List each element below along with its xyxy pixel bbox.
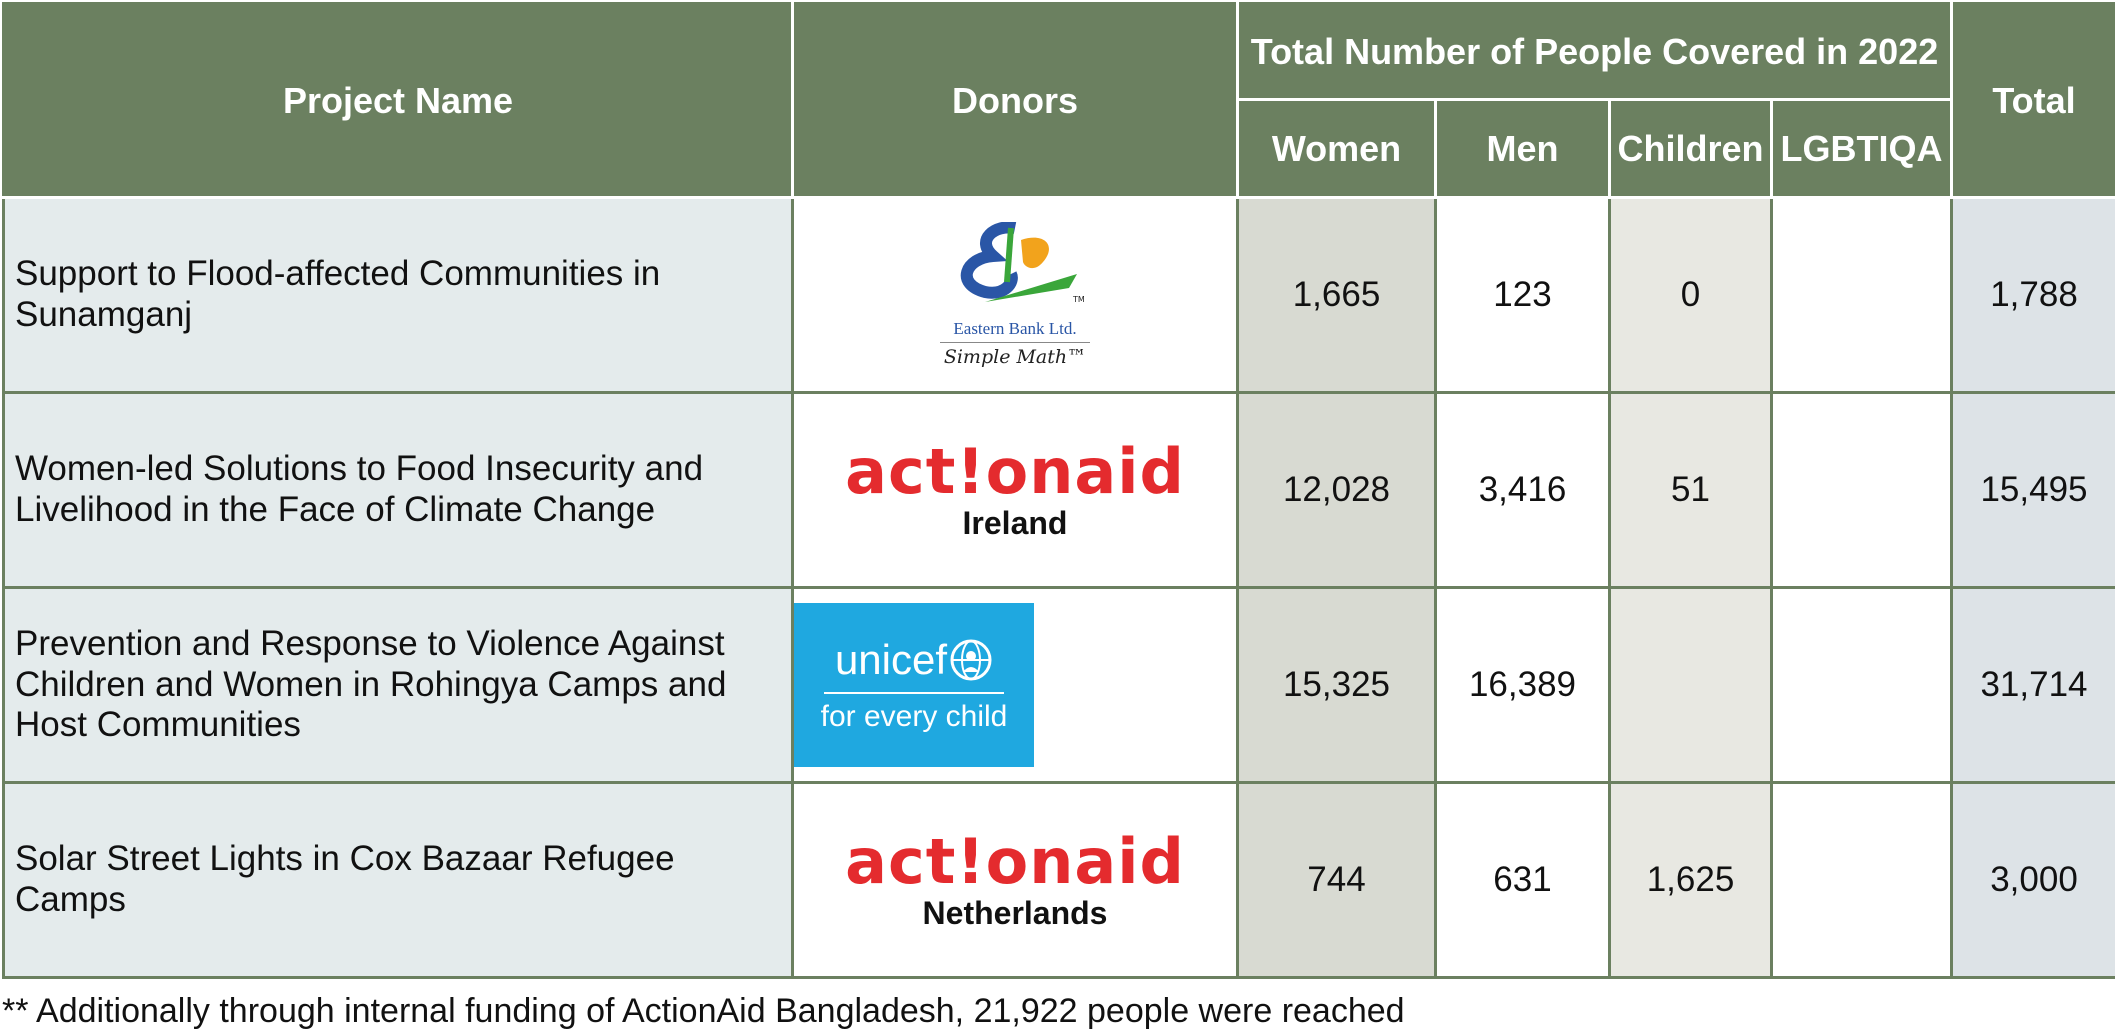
header-people-covered-group: Total Number of People Covered in 2022 (1236, 2, 1953, 101)
table-body: Support to Flood-affected Communities in… (2, 196, 2115, 979)
lgbtiqa-cell (1770, 391, 1953, 589)
table-header: Project Name Donors Total Number of Peop… (2, 2, 2115, 199)
unicef-wordmark: unicef (834, 636, 948, 683)
people-covered-table: Project Name Donors Total Number of Peop… (2, 2, 2115, 979)
total-cell: 1,788 (1950, 196, 2115, 394)
actionaid-country: Netherlands (922, 895, 1108, 931)
children-cell (1608, 586, 1773, 784)
logo-divider (824, 692, 1004, 694)
svg-text:TM: TM (1072, 295, 1085, 304)
women-cell: 12,028 (1236, 391, 1437, 589)
actionaid-netherlands-logo: act!onaid Netherlands (845, 825, 1185, 931)
donor-cell: act!onaid Netherlands (791, 781, 1239, 979)
actionaid-ireland-logo: act!onaid Ireland (845, 435, 1185, 541)
donor-cell: act!onaid Ireland (791, 391, 1239, 589)
table-row: Prevention and Response to Violence Agai… (2, 586, 2115, 784)
header-project-name: Project Name (2, 2, 794, 199)
header-donors: Donors (791, 2, 1239, 199)
men-cell: 3,416 (1434, 391, 1611, 589)
lgbtiqa-cell (1770, 781, 1953, 979)
project-name-cell: Solar Street Lights in Cox Bazaar Refuge… (2, 781, 794, 979)
lgbtiqa-cell (1770, 586, 1953, 784)
header-women: Women (1236, 98, 1437, 199)
actionaid-wordmark: act!onaid (845, 825, 1185, 898)
women-cell: 15,325 (1236, 586, 1437, 784)
unicef-tagline: for every child (820, 700, 1008, 733)
actionaid-country: Ireland (962, 505, 1068, 541)
header-men: Men (1434, 98, 1611, 199)
total-cell: 15,495 (1950, 391, 2115, 589)
table-row: Support to Flood-affected Communities in… (2, 196, 2115, 394)
children-cell: 51 (1608, 391, 1773, 589)
eastern-bank-tagline: Simple Math™ (943, 346, 1087, 368)
men-cell: 631 (1434, 781, 1611, 979)
logo-divider (940, 342, 1090, 343)
header-children: Children (1608, 98, 1773, 199)
header-lgbtiqa: LGBTIQA (1770, 98, 1953, 199)
total-cell: 31,714 (1950, 586, 2115, 784)
donor-cell: TM Eastern Bank Ltd. Simple Math™ (791, 196, 1239, 394)
donor-cell: unicef for every child (791, 586, 1239, 784)
eastern-bank-logo: TM Eastern Bank Ltd. Simple Math™ (940, 222, 1090, 368)
table-row: Solar Street Lights in Cox Bazaar Refuge… (2, 781, 2115, 979)
total-cell: 3,000 (1950, 781, 2115, 979)
eastern-bank-name: Eastern Bank Ltd. (953, 319, 1077, 338)
table-row: Women-led Solutions to Food Insecurity a… (2, 391, 2115, 589)
header-total: Total (1950, 2, 2115, 199)
men-cell: 16,389 (1434, 586, 1611, 784)
actionaid-wordmark: act!onaid (845, 435, 1185, 508)
unicef-logo: unicef for every child (794, 603, 1034, 767)
project-name-cell: Support to Flood-affected Communities in… (2, 196, 794, 394)
lgbtiqa-cell (1770, 196, 1953, 394)
women-cell: 1,665 (1236, 196, 1437, 394)
project-name-cell: Prevention and Response to Violence Agai… (2, 586, 794, 784)
women-cell: 744 (1236, 781, 1437, 979)
unicef-globe-icon (950, 639, 992, 681)
men-cell: 123 (1434, 196, 1611, 394)
project-name-cell: Women-led Solutions to Food Insecurity a… (2, 391, 794, 589)
children-cell: 1,625 (1608, 781, 1773, 979)
footnote: ** Additionally through internal funding… (2, 992, 1405, 1030)
eastern-bank-emblem-icon: TM (960, 222, 1085, 304)
children-cell: 0 (1608, 196, 1773, 394)
